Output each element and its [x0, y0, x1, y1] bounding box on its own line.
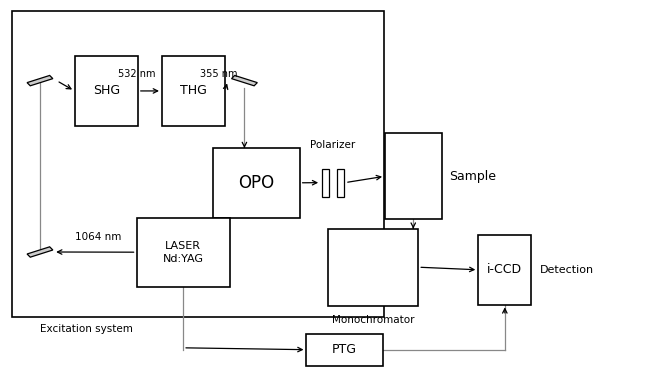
Text: Excitation system: Excitation system — [40, 324, 133, 334]
Bar — [322, 169, 329, 196]
Text: Monochromator: Monochromator — [332, 315, 414, 325]
Text: SHG: SHG — [93, 84, 120, 98]
Text: Detection: Detection — [539, 265, 593, 275]
Text: 1064 nm: 1064 nm — [75, 232, 122, 242]
Text: PTG: PTG — [332, 343, 357, 356]
Bar — [328, 229, 418, 306]
Text: THG: THG — [180, 84, 207, 98]
Bar — [12, 11, 384, 317]
Text: OPO: OPO — [238, 174, 274, 192]
Text: 355 nm: 355 nm — [200, 69, 237, 79]
Text: LASER
Nd:YAG: LASER Nd:YAG — [163, 241, 204, 264]
Text: Polarizer: Polarizer — [310, 140, 356, 150]
Bar — [137, 217, 230, 287]
Text: i-CCD: i-CCD — [488, 263, 522, 276]
Bar — [306, 334, 383, 366]
Bar — [75, 56, 138, 126]
Bar — [478, 235, 531, 304]
Polygon shape — [232, 75, 257, 86]
Text: 532 nm: 532 nm — [118, 69, 155, 79]
Text: Sample: Sample — [450, 170, 497, 183]
Bar — [337, 169, 344, 196]
Bar — [385, 133, 442, 219]
Polygon shape — [27, 247, 53, 257]
Bar — [162, 56, 225, 126]
Bar — [213, 148, 300, 217]
Polygon shape — [27, 75, 53, 86]
